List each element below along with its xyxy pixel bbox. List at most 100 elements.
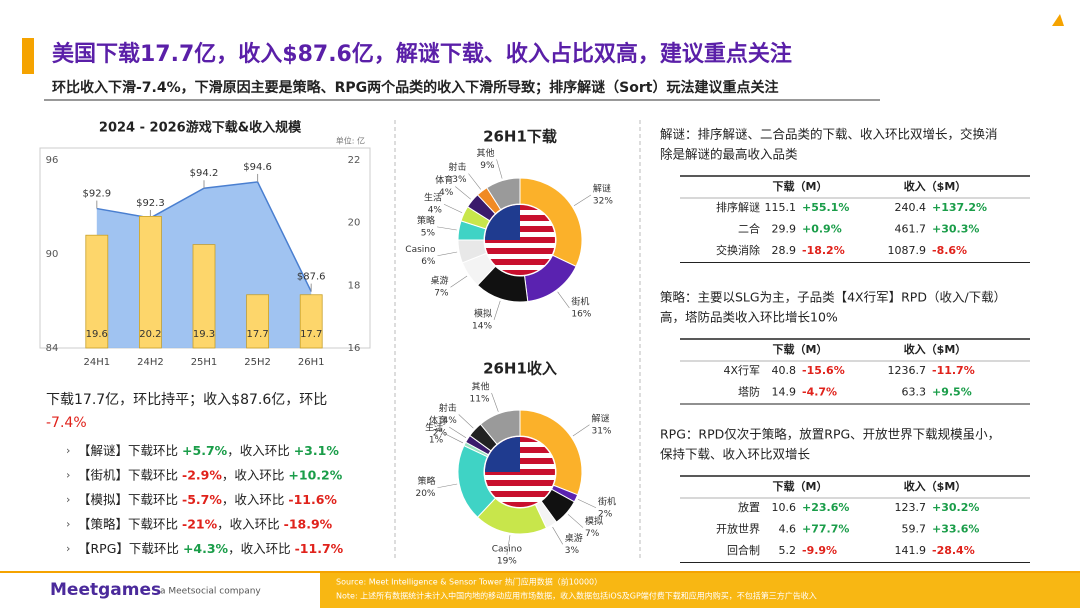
cell-change: -4.7%: [802, 386, 837, 399]
bullet-marker: ›: [66, 469, 70, 482]
cell: 4.6: [779, 523, 797, 536]
bullet-dl-text: 下载环比: [129, 541, 179, 556]
section-text: 解谜：排序解谜、二合品类的下载、收入环比双增长，交换消: [660, 127, 998, 142]
bullet-dl-change: -21%: [182, 516, 218, 531]
slice-label: 射击: [449, 161, 467, 173]
bullet-genre: 【街机】: [78, 467, 128, 482]
slice-value: 14%: [472, 321, 492, 331]
summary: 下载17.7亿，环比持平；收入$87.6亿，环比: [46, 392, 327, 408]
bullet-genre: 【解谜】: [78, 443, 128, 458]
slice-value: 20%: [415, 489, 435, 499]
y2-tick-label: 20: [348, 218, 361, 229]
slice-value: 3%: [452, 175, 467, 185]
value-label: $92.9: [82, 189, 111, 200]
cell-change: +23.6%: [802, 501, 849, 514]
label-leader: [493, 300, 501, 320]
cell: 29.9: [772, 223, 797, 236]
bullet-dl-change: +4.3%: [183, 541, 229, 556]
value-label: 19.6: [86, 329, 108, 340]
bullet: 【模拟】下载环比 -5.7%，收入环比 -11.6%: [78, 492, 337, 507]
slice-label: Casino: [492, 544, 523, 554]
label-leader: [557, 291, 570, 309]
x-tick-label: 25H1: [191, 357, 218, 368]
cell: 10.6: [772, 501, 797, 514]
cell-change: -15.6%: [802, 364, 845, 377]
slice-value: 31%: [591, 426, 611, 436]
slice: [486, 177, 521, 211]
source: Source: Meet Intelligence & Sensor Tower…: [336, 577, 602, 587]
slice-value: 6%: [421, 257, 436, 267]
label-leader: [496, 159, 503, 179]
slice-value: 4%: [439, 188, 454, 198]
cell-change: +30.2%: [932, 501, 979, 514]
bullet-marker: ›: [66, 444, 70, 457]
cell-change: -11.7%: [932, 364, 975, 377]
label-leader: [491, 392, 499, 412]
slice-value: 2%: [598, 509, 613, 519]
bar: [246, 294, 270, 349]
slice-value: 3%: [565, 546, 580, 556]
chart-title: 26H1收入: [483, 360, 557, 378]
y-tick-label: 84: [46, 343, 59, 354]
bullet-rev-change: +10.2%: [288, 467, 342, 482]
bullet-dl-text: 下载环比: [128, 467, 178, 482]
value-label: 17.7: [246, 329, 268, 340]
value-label: $92.3: [136, 198, 165, 209]
bullet-dl-text: 下载环比: [128, 443, 178, 458]
row-name: 排序解谜: [716, 200, 760, 214]
label-leader: [443, 203, 463, 214]
x-tick-label: 26H1: [298, 357, 325, 368]
slice-value: 7%: [434, 289, 449, 299]
x-tick-label: 24H2: [137, 357, 164, 368]
cell: 240.4: [895, 201, 927, 214]
bullet: 【策略】下载环比 -21%，收入环比 -18.9%: [78, 516, 333, 531]
slice-value: 1%: [429, 435, 444, 445]
slice-value: 16%: [571, 309, 591, 319]
row-name: 放置: [738, 500, 760, 514]
bullet-rev-change: -11.7%: [295, 541, 344, 556]
cell: 123.7: [895, 501, 927, 514]
bullet-genre: 【RPG】: [78, 541, 129, 556]
bullet-dl-change: +5.7%: [182, 443, 228, 458]
bullet-genre: 【模拟】: [78, 492, 128, 507]
row-name: 塔防: [738, 385, 760, 399]
row-name: 4X行军: [723, 364, 760, 377]
note: Note: 上述所有数据统计未计入中国内地的移动应用市场数据，收入数据包括iOS…: [336, 591, 817, 601]
title: 美国下载17.7亿，收入$87.6亿，解谜下载、收入占比双高，建议重点关注: [52, 41, 792, 67]
section-text: 策略：主要以SLG为主，子品类【4X行军】RPD（收入/下载）: [660, 290, 1006, 305]
value-label: $94.2: [190, 168, 219, 179]
label-leader: [436, 226, 457, 231]
bullet: 【解谜】下载环比 +5.7%，收入环比 +3.1%: [78, 443, 339, 458]
y-tick-label: 90: [46, 249, 59, 260]
label-leader: [450, 275, 468, 288]
cell: 14.9: [772, 386, 797, 399]
slice-label: Casino: [405, 245, 436, 255]
bullet-rev-text: ，收入环比: [228, 541, 291, 556]
footer-band: [320, 572, 1080, 608]
bullet-rev-text: ，收入环比: [222, 492, 285, 507]
value-label: 19.3: [193, 329, 215, 340]
cell: 28.9: [772, 244, 797, 257]
table-header: 收入（$M）: [904, 342, 967, 356]
bar: [138, 215, 162, 349]
logo: Meetgames: [50, 580, 161, 600]
cell: 461.7: [895, 223, 927, 236]
bullet-rev-text: ，收入环比: [227, 443, 290, 458]
cell: 1087.9: [888, 244, 927, 257]
table-header: 下载（M）: [773, 479, 828, 493]
cell: 5.2: [779, 544, 797, 557]
row-name: 交换消除: [716, 243, 760, 257]
corner-accent: [1052, 14, 1064, 26]
label-leader: [506, 535, 511, 556]
bullet-marker: ›: [66, 518, 70, 531]
slice-value: 7%: [585, 529, 600, 539]
y2-tick-label: 18: [348, 280, 361, 291]
slice: [479, 409, 521, 445]
value-label: 17.7: [300, 329, 322, 340]
slice-value: 11%: [470, 394, 490, 404]
cell: 59.7: [902, 523, 927, 536]
cell-change: +30.3%: [932, 223, 979, 236]
bullet-rev-change: -18.9%: [284, 516, 333, 531]
